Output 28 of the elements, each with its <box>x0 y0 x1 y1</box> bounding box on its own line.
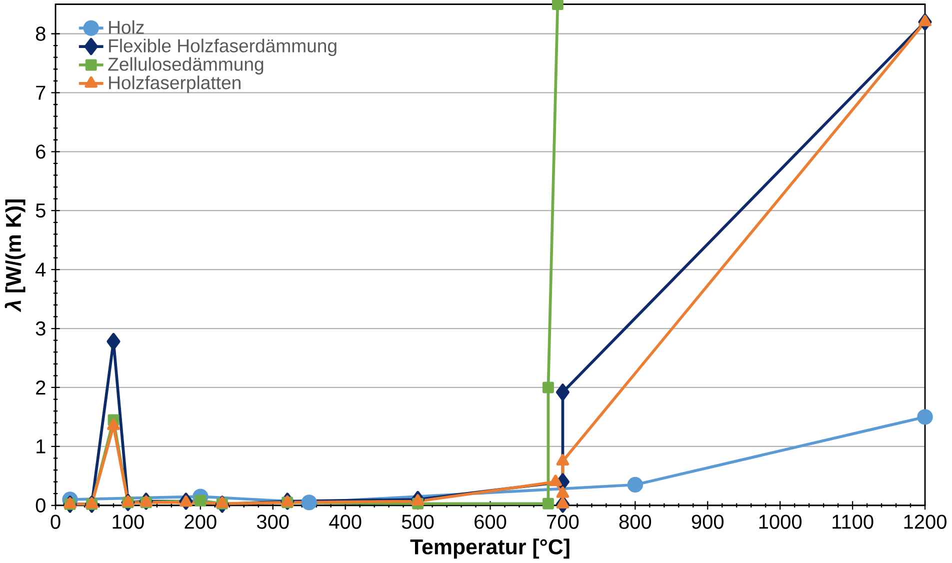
y-tick-label: 6 <box>36 144 46 159</box>
x-tick-label: 100 <box>112 514 144 529</box>
legend-label: Flexible Holzfaserdämmung <box>109 38 336 56</box>
y-tick-label: 3 <box>36 321 46 336</box>
x-axis-title: Temperatur [°C] <box>410 538 570 558</box>
y-tick-label: 7 <box>36 86 46 100</box>
x-tick-label: 1000 <box>759 514 802 529</box>
y-tick-label: 2 <box>36 380 46 394</box>
x-tick-label: 400 <box>329 514 362 529</box>
x-tick-label: 1200 <box>904 514 946 529</box>
x-tick-label: 200 <box>184 514 216 529</box>
y-tick-label: 8 <box>36 26 46 41</box>
y-tick-label: 0 <box>36 498 46 512</box>
x-tick-label: 700 <box>547 514 579 529</box>
legend-label: Zellulosedämmung <box>108 56 264 74</box>
x-tick-label: 800 <box>619 514 652 529</box>
y-axis-title: λ [W/(m K)] <box>4 199 26 312</box>
y-tick-label: 1 <box>36 439 46 454</box>
x-tick-label: 600 <box>474 514 506 529</box>
x-tick-label: 1100 <box>832 514 874 529</box>
x-tick-label: 300 <box>256 514 289 529</box>
x-tick-label: 0 <box>50 514 60 529</box>
y-tick-label: 5 <box>36 203 46 218</box>
y-tick-label: 4 <box>36 262 46 276</box>
legend-label: Holz <box>109 20 144 34</box>
x-tick-label: 500 <box>402 514 434 529</box>
legend-label: Holzfaserplatten <box>109 75 240 93</box>
x-tick-label: 900 <box>692 514 724 529</box>
